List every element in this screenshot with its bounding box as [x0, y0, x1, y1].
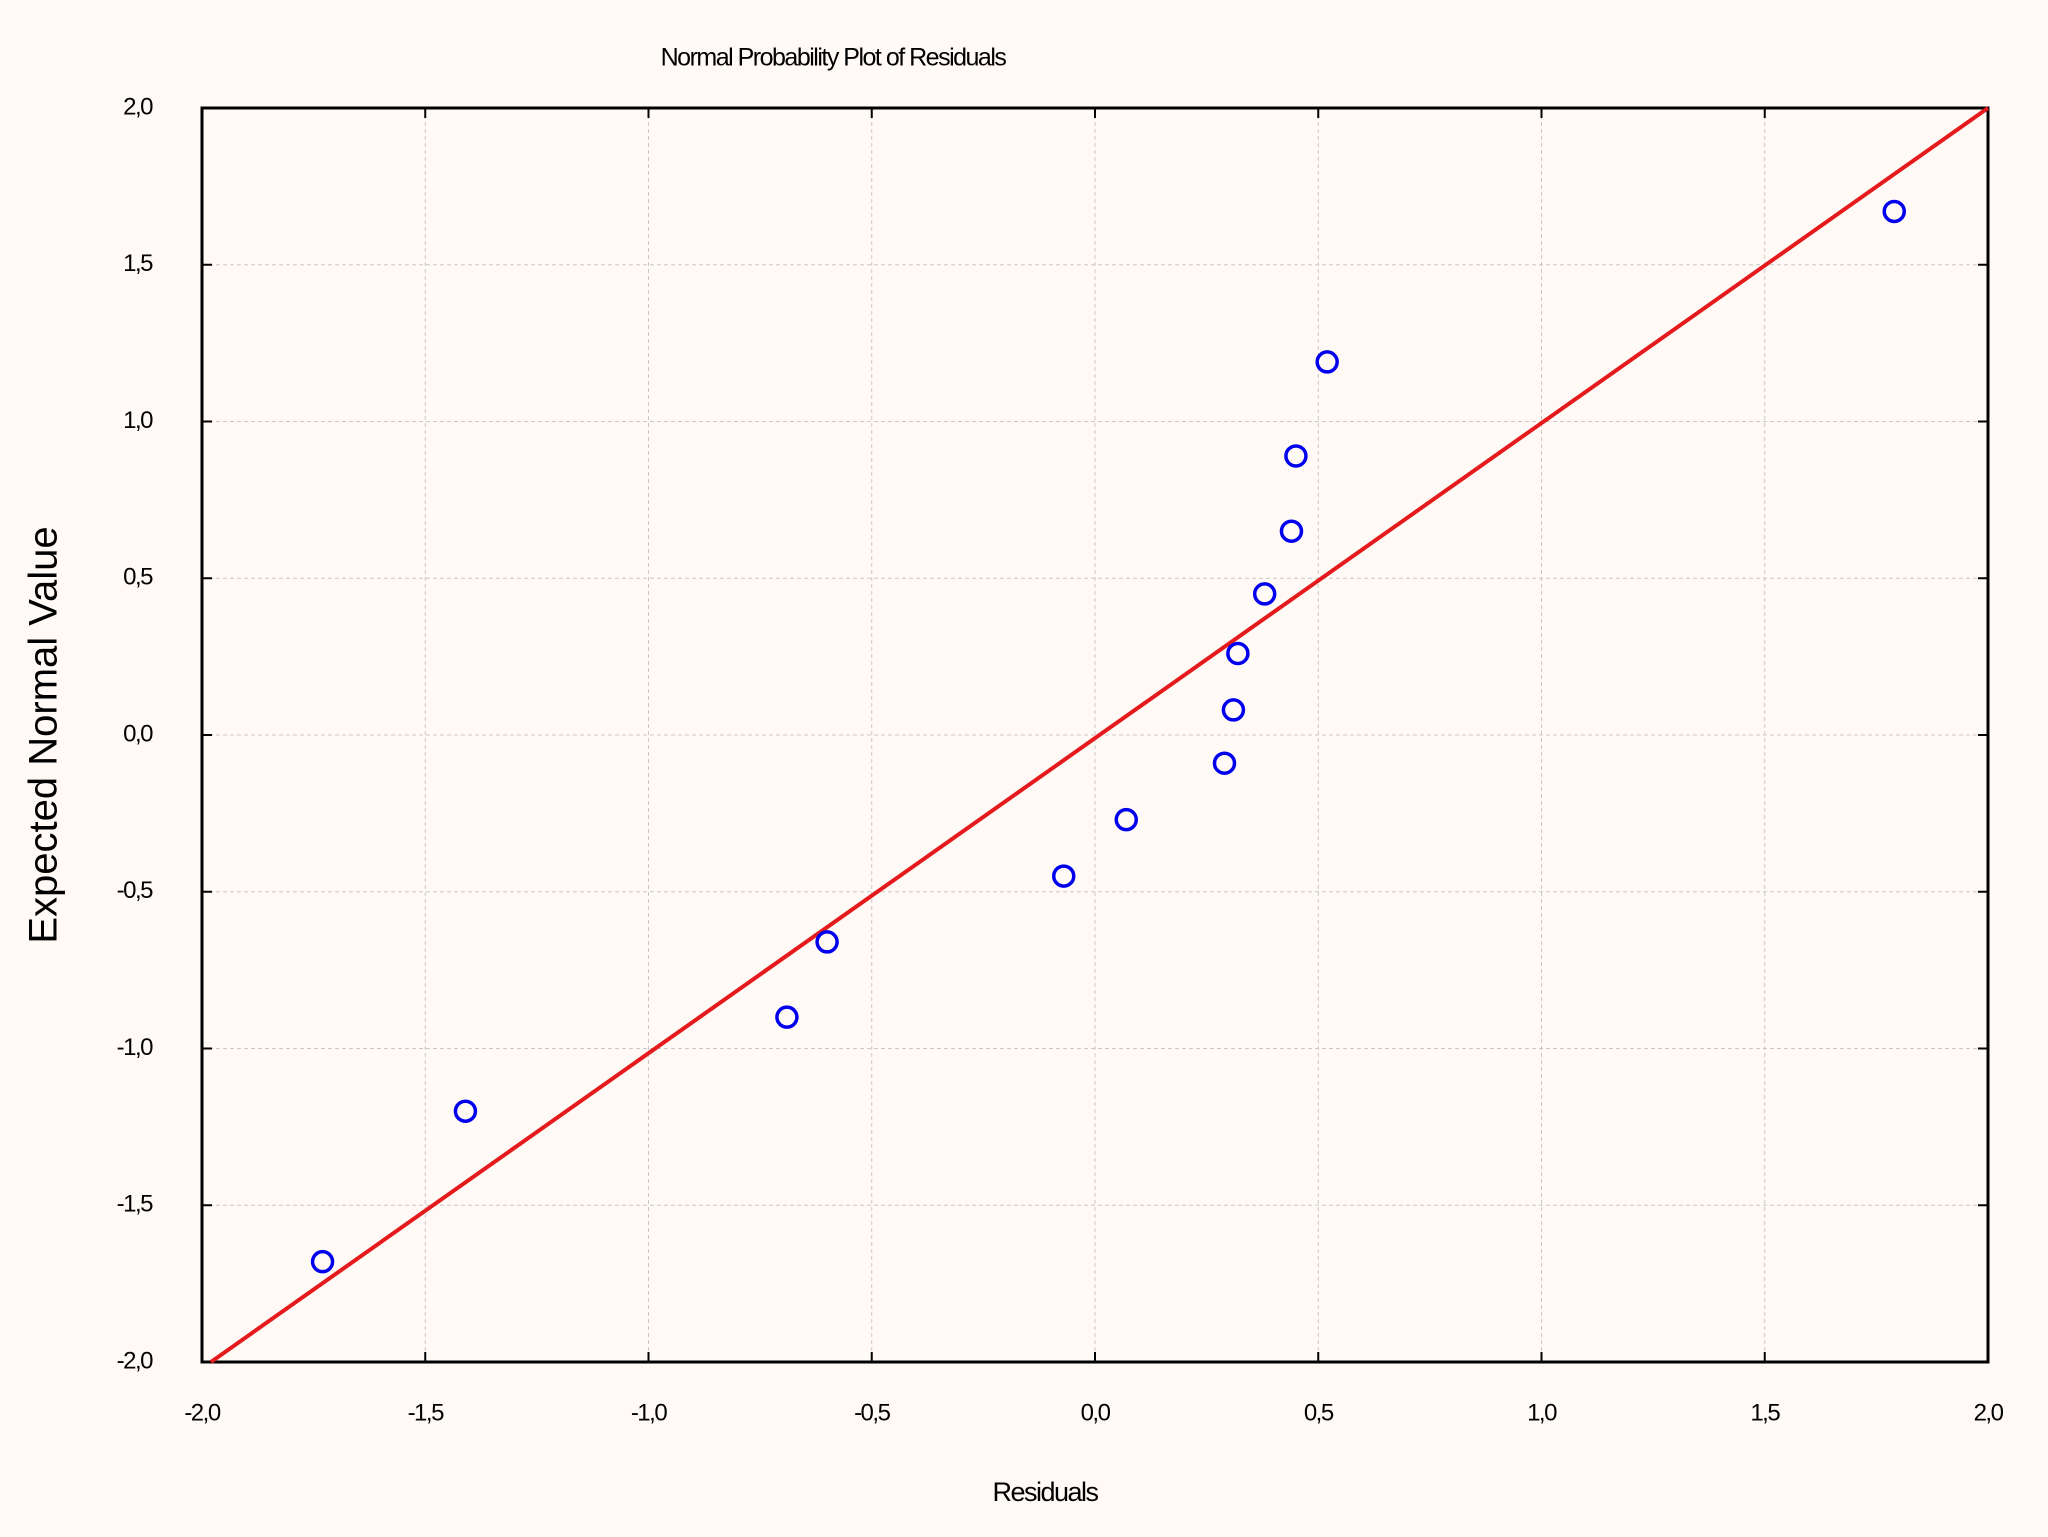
x-tick-label: -1,5 — [408, 1399, 445, 1426]
chart-title: Normal Probability Plot of Residuals — [661, 44, 1007, 72]
data-point — [1114, 807, 1139, 832]
data-point — [310, 1249, 335, 1274]
x-tick-label: 1,5 — [1750, 1399, 1780, 1426]
x-tick-label: 1,0 — [1527, 1399, 1557, 1426]
data-point — [815, 930, 839, 954]
x-tick-label: -0,5 — [854, 1399, 891, 1426]
data-point — [453, 1099, 478, 1123]
data-point — [1221, 698, 1246, 722]
reference-line — [209, 106, 1990, 1364]
y-tick-label: -2,0 — [117, 1347, 154, 1374]
y-tick-label: -1,0 — [117, 1034, 154, 1061]
data-point — [1051, 864, 1076, 888]
x-tick-label: -1,0 — [631, 1399, 668, 1426]
x-tick-label: 0,5 — [1304, 1399, 1334, 1426]
y-axis-label: Expected Normal Value — [22, 526, 66, 943]
data-point — [1252, 582, 1277, 606]
data-point — [1315, 350, 1339, 374]
x-axis-label: Residuals — [992, 1477, 1098, 1507]
x-tick-label: 2,0 — [1974, 1399, 2004, 1426]
y-tick-label: 1,5 — [123, 250, 153, 277]
y-tick-label: 0,5 — [123, 564, 153, 591]
plot-frame — [200, 106, 1990, 1364]
x-tick-label: -2,0 — [184, 1399, 221, 1426]
data-point — [1226, 641, 1250, 666]
y-tick-label: 2,0 — [123, 93, 153, 120]
x-tick-label: 0,0 — [1081, 1399, 1111, 1426]
data-point — [1882, 199, 1906, 224]
data-point — [1284, 444, 1308, 468]
y-tick-label: -0,5 — [117, 877, 154, 904]
y-tick-label: 1,0 — [123, 407, 153, 434]
y-tick-label: 0,0 — [123, 720, 153, 747]
data-point — [1279, 519, 1304, 543]
y-tick-label: -1,5 — [117, 1191, 154, 1218]
data-point — [775, 1005, 799, 1029]
data-point — [1212, 751, 1237, 775]
